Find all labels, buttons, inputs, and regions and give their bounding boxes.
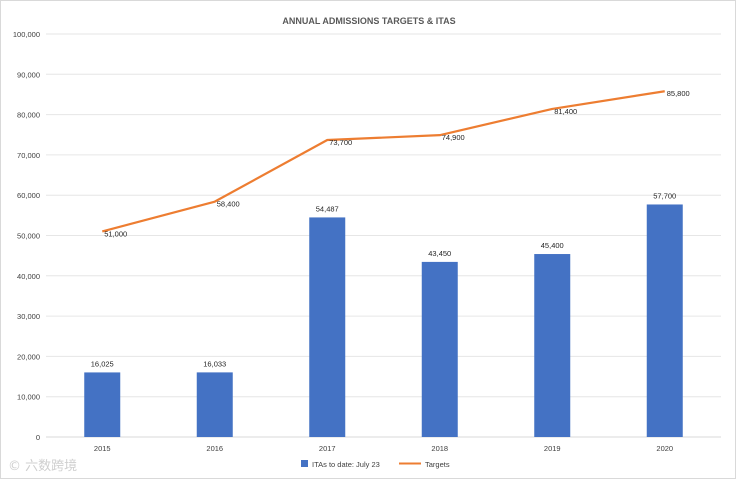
bar-data-label: 45,400	[541, 241, 564, 250]
y-tick-label: 10,000	[17, 393, 40, 402]
legend-swatch-itas	[301, 460, 308, 467]
bar-data-label: 16,025	[91, 359, 114, 368]
x-tick-label: 2015	[94, 444, 111, 453]
bar	[534, 254, 571, 437]
line-data-label: 51,000	[104, 229, 127, 238]
legend-label-targets: Targets	[425, 460, 450, 469]
y-tick-label: 90,000	[17, 70, 40, 79]
y-tick-label: 100,000	[13, 30, 40, 39]
bar	[84, 372, 121, 437]
gridlines	[46, 33, 721, 438]
y-tick-label: 70,000	[17, 151, 40, 160]
line-data-label: 85,800	[667, 89, 690, 98]
x-tick-label: 2017	[319, 444, 336, 453]
y-tick-label: 40,000	[17, 272, 40, 281]
bar-series: 16,025 16,033 54,487 43,450 45,400 57,700	[84, 191, 683, 437]
line-series: 51,000 58,400 73,700 74,900 81,400 85,800	[101, 89, 690, 238]
y-tick-label: 80,000	[17, 111, 40, 120]
y-axis-tick-labels: 0 10,000 20,000 30,000 40,000 50,000 60,000 70,…	[13, 30, 40, 442]
bar	[309, 217, 346, 437]
chart-title: ANNUAL ADMISSIONS TARGETS & ITAS	[282, 16, 455, 26]
line-data-label: 58,400	[217, 200, 240, 209]
line-data-label: 74,900	[442, 133, 465, 142]
x-tick-label: 2020	[656, 444, 673, 453]
bar	[421, 261, 458, 437]
bar	[646, 204, 683, 437]
line-data-label: 81,400	[554, 107, 577, 116]
bar-data-label: 54,487	[316, 204, 339, 213]
y-tick-label: 30,000	[17, 312, 40, 321]
line-data-label: 73,700	[329, 138, 352, 147]
y-tick-label: 50,000	[17, 232, 40, 241]
x-tick-label: 2018	[431, 444, 448, 453]
targets-line	[101, 90, 665, 233]
bar-data-label: 43,450	[428, 249, 451, 258]
bar-data-label: 16,033	[203, 359, 226, 368]
x-axis-tick-labels: 2015 2016 2017 2018 2019 2020	[94, 444, 673, 453]
y-tick-label: 0	[36, 433, 40, 442]
watermark-logo: © 六数跨境	[8, 459, 78, 474]
x-tick-label: 2019	[544, 444, 561, 453]
bar	[196, 372, 233, 437]
legend-label-itas: ITAs to date: July 23	[312, 460, 380, 469]
x-tick-label: 2016	[206, 444, 223, 453]
y-tick-label: 20,000	[17, 352, 40, 361]
bar-data-label: 57,700	[653, 191, 676, 200]
legend: ITAs to date: July 23 Targets	[301, 460, 450, 469]
y-tick-label: 60,000	[17, 191, 40, 200]
